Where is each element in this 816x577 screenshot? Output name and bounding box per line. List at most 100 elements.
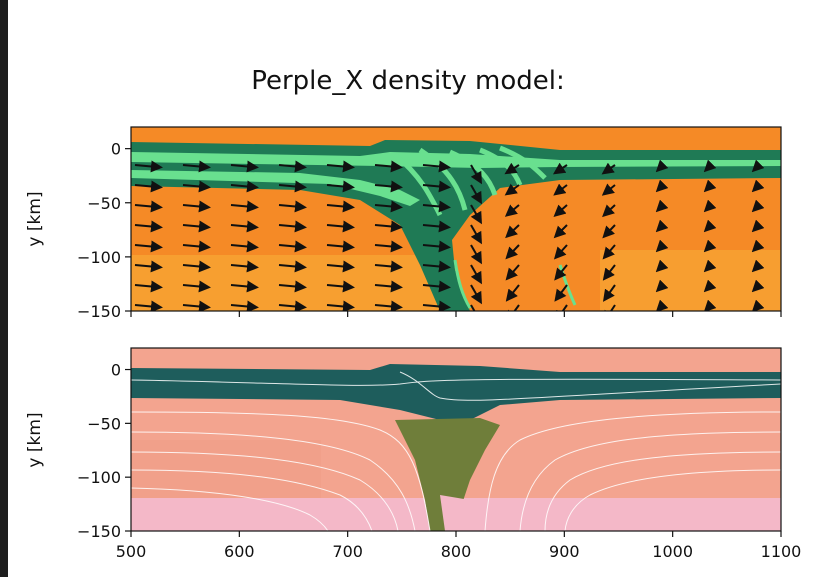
velocity-arrow xyxy=(422,160,451,173)
velocity-arrow xyxy=(504,162,520,175)
velocity-arrow xyxy=(505,284,520,302)
velocity-arrow xyxy=(182,220,211,233)
velocity-arrow xyxy=(655,259,669,273)
velocity-arrow xyxy=(703,259,717,273)
velocity-arrow xyxy=(470,224,482,245)
velocity-arrow xyxy=(182,180,211,193)
velocity-arrow xyxy=(326,280,355,293)
velocity-arrow xyxy=(505,264,520,281)
velocity-arrow xyxy=(751,179,765,193)
top-y-tick-label: 0 xyxy=(111,140,121,159)
velocity-arrow xyxy=(182,280,211,293)
velocity-arrow xyxy=(278,160,307,173)
velocity-arrow xyxy=(470,304,482,311)
velocity-arrow xyxy=(655,239,669,253)
velocity-arrow xyxy=(751,299,765,311)
velocity-arrow xyxy=(230,220,259,233)
velocity-arrow xyxy=(230,240,259,253)
velocity-arrow xyxy=(470,264,482,285)
velocity-arrow xyxy=(601,183,616,196)
window-edge-bar xyxy=(0,0,8,577)
velocity-arrow xyxy=(134,180,163,193)
streamline xyxy=(399,371,781,401)
velocity-arrow xyxy=(230,280,259,293)
velocity-arrow xyxy=(751,259,765,273)
top-y-ticks: 0 −50 −100 −150 xyxy=(77,140,131,321)
velocity-arrow xyxy=(182,200,211,213)
velocity-arrow xyxy=(278,300,307,311)
velocity-arrow xyxy=(553,224,568,239)
streamline xyxy=(131,451,399,531)
velocity-arrow xyxy=(554,264,568,281)
velocity-arrow xyxy=(134,160,163,173)
velocity-arrow xyxy=(422,240,451,253)
velocity-arrow xyxy=(374,160,403,173)
velocity-arrow xyxy=(655,179,669,193)
velocity-arrow xyxy=(751,159,765,173)
velocity-arrow xyxy=(751,219,765,233)
velocity-arrow xyxy=(601,162,616,175)
velocity-arrow xyxy=(751,199,765,213)
velocity-arrow xyxy=(326,200,355,213)
velocity-arrow xyxy=(655,279,669,293)
bottom-x-tick-label: 700 xyxy=(332,542,363,561)
velocity-arrow xyxy=(655,199,669,213)
velocity-arrow xyxy=(278,280,307,293)
velocity-arrow xyxy=(278,200,307,213)
bottom-y-axis-label: y [km] xyxy=(25,412,45,467)
velocity-arrow xyxy=(602,264,616,281)
velocity-arrow xyxy=(182,240,211,253)
velocity-arrow xyxy=(230,300,259,311)
streamline xyxy=(131,378,781,386)
velocity-arrow xyxy=(374,200,403,213)
velocity-arrow xyxy=(374,220,403,233)
streamline xyxy=(484,411,781,531)
streamline xyxy=(131,431,416,531)
streamline xyxy=(131,469,373,531)
velocity-arrow xyxy=(703,179,717,193)
velocity-arrow xyxy=(552,162,568,175)
velocity-arrow xyxy=(703,199,717,213)
velocity-arrow xyxy=(703,219,717,233)
velocity-arrow xyxy=(703,239,717,253)
velocity-arrow xyxy=(422,180,451,193)
streamline xyxy=(131,411,431,531)
velocity-arrow xyxy=(134,280,163,293)
velocity-arrow xyxy=(470,164,482,185)
velocity-arrow xyxy=(703,299,717,311)
velocity-arrow xyxy=(326,180,355,193)
bottom-y-ticks: 0 −50 −100 −150 xyxy=(77,361,131,541)
streamline xyxy=(519,431,781,531)
velocity-arrow xyxy=(422,200,451,213)
velocity-arrow xyxy=(470,204,482,225)
velocity-arrow xyxy=(553,204,568,217)
velocity-arrow xyxy=(505,244,520,260)
velocity-arrow xyxy=(602,244,616,260)
velocity-arrow xyxy=(470,244,482,265)
velocity-arrow xyxy=(504,183,520,196)
bottom-y-tick-label: −150 xyxy=(77,522,121,541)
top-velocity-arrows xyxy=(134,159,765,311)
velocity-arrow xyxy=(553,183,568,196)
top-mantle-lower-band xyxy=(131,255,451,311)
velocity-arrow xyxy=(326,260,355,273)
top-y-axis-label: y [km] xyxy=(25,191,45,246)
bottom-streamlines xyxy=(131,371,781,531)
velocity-arrow xyxy=(326,220,355,233)
velocity-arrow xyxy=(553,244,568,260)
velocity-arrow xyxy=(602,204,616,218)
velocity-arrow xyxy=(374,180,403,193)
bottom-plot-area xyxy=(131,348,781,531)
velocity-arrow xyxy=(278,220,307,233)
velocity-arrow xyxy=(655,299,669,311)
velocity-arrow xyxy=(374,280,403,293)
bottom-x-tick-label: 1000 xyxy=(652,542,693,561)
velocity-arrow xyxy=(134,300,163,311)
velocity-arrow xyxy=(602,284,616,302)
velocity-arrow xyxy=(326,240,355,253)
velocity-arrow xyxy=(655,159,669,173)
top-mantle-right-band xyxy=(600,250,781,311)
bottom-y-tick-label: 0 xyxy=(111,361,121,380)
top-crust-light-band-1 xyxy=(131,152,781,168)
